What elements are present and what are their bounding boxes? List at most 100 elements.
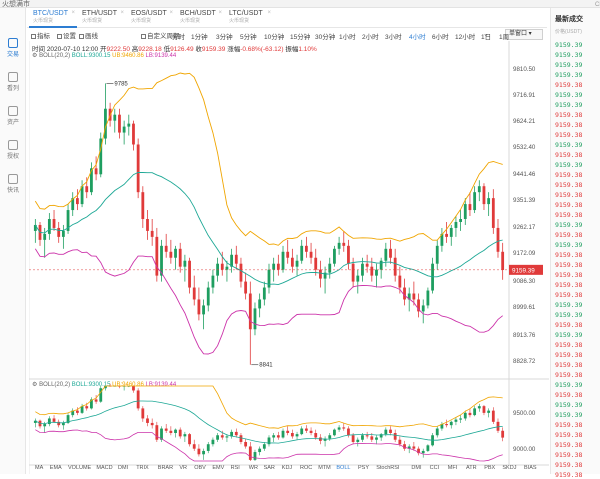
- lower-candle-body: [328, 435, 332, 439]
- interval-0[interactable]: 分时: [172, 34, 185, 41]
- tab-eth-usdt[interactable]: ETH/USDT 火币现货 ×: [78, 10, 126, 28]
- current-price-tag: [509, 264, 543, 275]
- indicator-tab-bias[interactable]: BIAS: [524, 465, 537, 471]
- indicator-tab-emv[interactable]: EMV: [212, 465, 225, 471]
- indicator-tab-brar[interactable]: BRAR: [157, 465, 174, 471]
- lower-candle: [239, 433, 243, 445]
- indicator-tab-kdj[interactable]: KDJ: [281, 465, 293, 471]
- boll-settings-icon[interactable]: ⚙: [32, 53, 38, 59]
- interval-5[interactable]: 15分钟: [290, 34, 311, 41]
- interval-1[interactable]: 1分钟: [191, 34, 208, 41]
- close-icon[interactable]: ×: [218, 10, 222, 16]
- indicator-tab-rsi[interactable]: RSI: [230, 465, 240, 471]
- candle: [421, 299, 425, 324]
- tool-3[interactable]: 自定义周期: [141, 30, 180, 40]
- indicator-tab-stochrsi[interactable]: StochRSI: [376, 465, 400, 471]
- indicator-tab-skdj[interactable]: SKDJ: [502, 465, 517, 471]
- indicator-tab-trix[interactable]: TRIX: [136, 465, 149, 471]
- interval-7[interactable]: 1小时: [339, 34, 356, 41]
- close-icon[interactable]: ×: [169, 10, 173, 16]
- close-icon[interactable]: ×: [267, 10, 271, 16]
- interval-12[interactable]: 12小时: [455, 34, 476, 41]
- interval-2[interactable]: 3分钟: [216, 34, 233, 41]
- candle: [94, 156, 98, 181]
- nav-item-0[interactable]: 交易: [0, 38, 26, 58]
- interval-3[interactable]: 5分钟: [240, 34, 257, 41]
- interval-11[interactable]: 6小时: [432, 34, 449, 41]
- indicator-tab-atr[interactable]: ATR: [466, 465, 477, 471]
- indicator-tab-obv[interactable]: OBV: [194, 465, 206, 471]
- candlestick-chart[interactable]: 9810.50 9716.91 9624.21 9532.40 9441.46 9351.…: [28, 41, 549, 474]
- lower-candle-body: [463, 412, 467, 419]
- indicator-tab-dmi[interactable]: DMI: [118, 465, 129, 471]
- candle-body: [197, 299, 201, 315]
- single-window-label: 单窗口: [509, 31, 528, 37]
- chevron-down-icon[interactable]: ⌄: [483, 31, 489, 38]
- tab-bch-usdt[interactable]: BCH/USDT 火币现货 ×: [176, 10, 224, 28]
- interval-6[interactable]: 30分钟: [315, 34, 336, 41]
- lower-candle: [75, 407, 79, 416]
- interval-10[interactable]: 4小时: [409, 34, 426, 41]
- indicator-tab-macd[interactable]: MACD: [96, 465, 113, 471]
- nav-item-label: 快讯: [6, 188, 19, 194]
- interval-8[interactable]: 2小时: [362, 34, 379, 41]
- candle: [491, 189, 495, 234]
- interval-14[interactable]: 1周: [499, 34, 510, 41]
- tool-0[interactable]: 指标: [31, 30, 50, 40]
- candle-body: [290, 257, 294, 267]
- indicator-tab-dmi[interactable]: DMI: [411, 465, 422, 471]
- indicator-tab-ema[interactable]: EMA: [49, 465, 62, 471]
- boll-settings-icon[interactable]: ⚙: [32, 382, 38, 388]
- app-title: 火想满市: [2, 1, 30, 8]
- indicator-tab-vr[interactable]: VR: [179, 465, 188, 471]
- chart-area[interactable]: 9810.50 9716.91 9624.21 9532.40 9441.46 9351.…: [28, 41, 549, 474]
- price-tick-label: 9532.40: [513, 144, 536, 151]
- window-controls-icon[interactable]: CN▾: [595, 2, 600, 8]
- lower-candle-body: [258, 448, 262, 453]
- tool-2[interactable]: 画线: [79, 30, 98, 40]
- candle: [192, 275, 196, 306]
- close-icon[interactable]: ×: [71, 10, 75, 16]
- indicator-tab-ma[interactable]: MA: [35, 465, 44, 471]
- lower-candle-body: [52, 418, 56, 422]
- tool-1[interactable]: 设置: [57, 30, 76, 40]
- close-icon[interactable]: ×: [120, 10, 124, 16]
- price-tick-label: 9716.91: [513, 92, 536, 99]
- indicator-tab-wr[interactable]: WR: [248, 465, 258, 471]
- tab-btc-usdt[interactable]: BTC/USDT 火币现货 ×: [29, 10, 77, 28]
- indicator-tab-volume[interactable]: VOLUME: [68, 465, 92, 471]
- nav-item-2[interactable]: 资产: [0, 106, 26, 126]
- candle-body: [104, 108, 107, 139]
- trade-row: 9159.39: [555, 411, 583, 419]
- indicator-tab-boll[interactable]: BOLL: [336, 465, 351, 471]
- indicator-tab-mtm[interactable]: MTM: [318, 465, 331, 471]
- price-tick-label: 9351.39: [513, 197, 536, 204]
- interval-4[interactable]: 10分钟: [264, 34, 285, 41]
- indicator-tab-psy[interactable]: PSY: [358, 465, 370, 471]
- candle-body: [365, 263, 369, 267]
- indicator-tab-pbx[interactable]: PBX: [484, 465, 496, 471]
- lower-candle-body: [379, 434, 383, 438]
- candle-body: [304, 245, 308, 252]
- indicator-tab-cci[interactable]: CCI: [429, 465, 440, 471]
- lower-candle: [99, 386, 103, 403]
- candle: [440, 227, 444, 252]
- indicator-tab-roc[interactable]: ROC: [300, 465, 313, 471]
- candle-body: [276, 263, 280, 270]
- candle: [178, 242, 182, 273]
- candle-body: [333, 248, 336, 264]
- tab-ltc-usdt[interactable]: LTC/USDT 火币现货 ×: [225, 10, 273, 28]
- price-column-header: 价格(USDT): [555, 29, 582, 35]
- candle-body: [150, 230, 154, 237]
- indicator-tab-sar[interactable]: SAR: [263, 465, 275, 471]
- indicator-tab-mfi[interactable]: MFI: [447, 465, 458, 471]
- lower-candle: [160, 426, 163, 442]
- nav-item-4[interactable]: 快讯: [0, 174, 26, 194]
- nav-item-3[interactable]: 授权: [0, 140, 26, 160]
- tab-eos-usdt[interactable]: EOS/USDT 火币现货 ×: [127, 10, 175, 28]
- single-window-select[interactable]: 单窗口 ▾: [505, 29, 543, 40]
- nav-item-1[interactable]: 看列: [0, 72, 26, 92]
- interval-9[interactable]: 3小时: [385, 34, 402, 41]
- interval-13[interactable]: 1日: [481, 34, 492, 41]
- lower-candle: [262, 441, 266, 451]
